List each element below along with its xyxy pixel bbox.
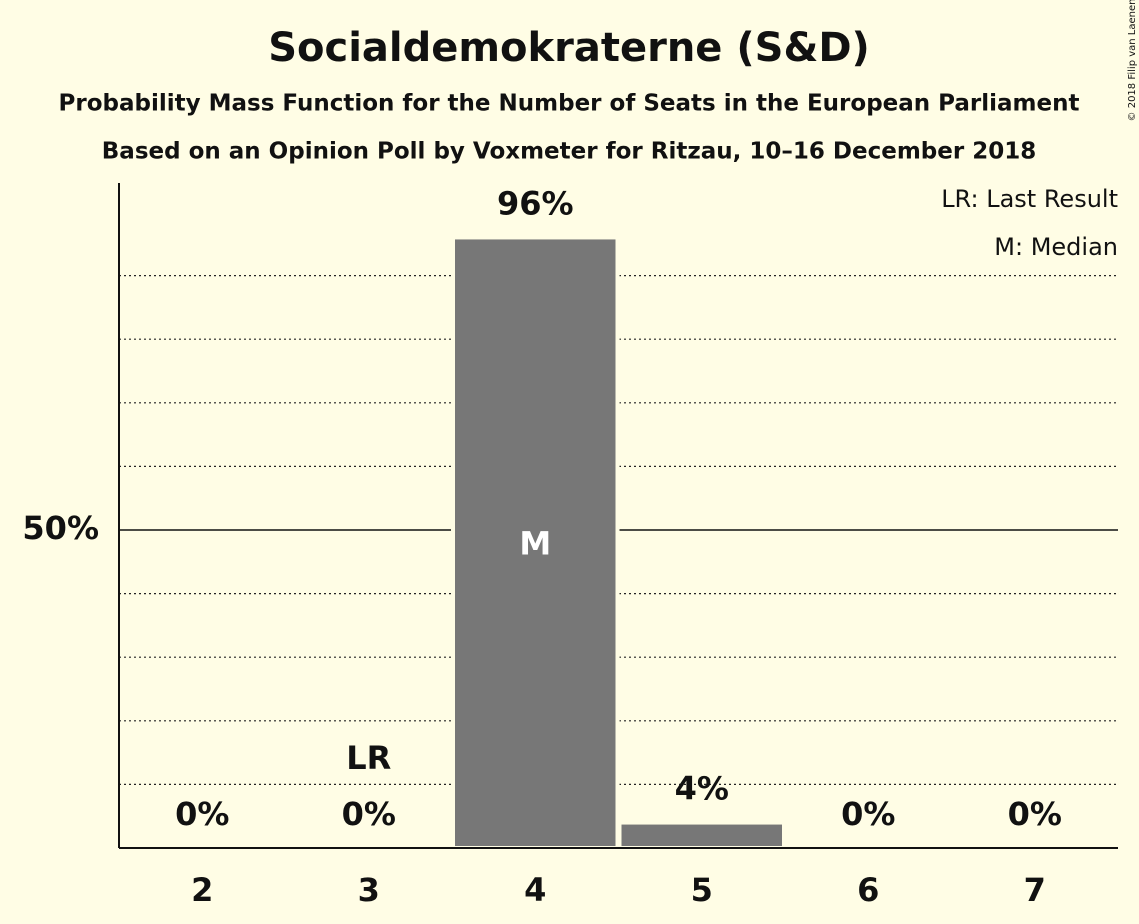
chart-subtitle: Based on an Opinion Poll by Voxmeter for… <box>102 139 1036 165</box>
data-label: 0% <box>1008 795 1062 833</box>
y-tick-label: 50% <box>22 509 99 547</box>
x-tick-label: 5 <box>691 871 713 909</box>
data-label: 0% <box>175 795 229 833</box>
data-label: 96% <box>497 184 574 222</box>
data-label: 0% <box>342 795 396 833</box>
annotation: M <box>519 525 551 563</box>
bar <box>617 820 786 850</box>
bar <box>451 235 620 850</box>
x-tick-label: 3 <box>358 871 380 909</box>
data-label: 4% <box>675 770 729 808</box>
annotation: LR <box>346 739 391 777</box>
credit: © 2018 Filip van Laenen <box>1127 0 1138 121</box>
chart-subtitle: Probability Mass Function for the Number… <box>59 91 1080 117</box>
legend-entry: LR: Last Result <box>941 185 1118 213</box>
x-tick-label: 7 <box>1024 871 1046 909</box>
legend-entry: M: Median <box>994 233 1118 261</box>
data-label: 0% <box>841 795 895 833</box>
chart-title: Socialdemokraterne (S&D) <box>268 25 870 71</box>
x-tick-label: 2 <box>191 871 213 909</box>
x-tick-label: 4 <box>524 871 546 909</box>
x-tick-label: 6 <box>857 871 879 909</box>
